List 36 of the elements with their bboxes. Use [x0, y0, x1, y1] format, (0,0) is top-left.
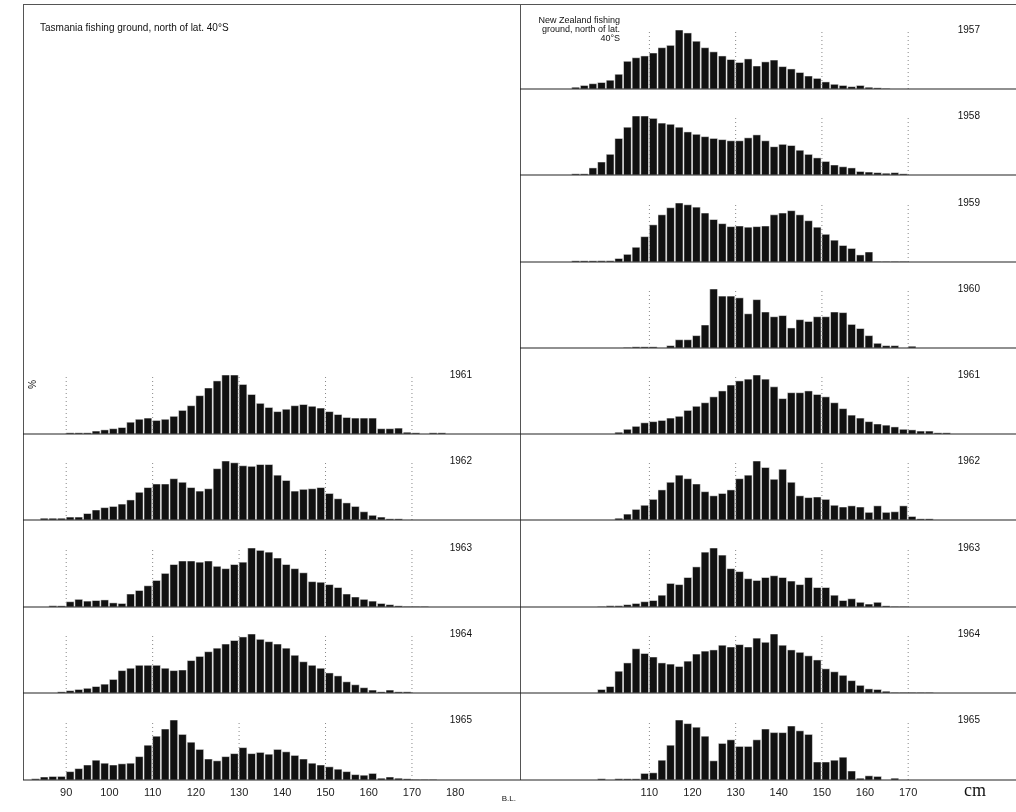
x-tick-label: 170 — [402, 785, 422, 798]
x-tick-label: 100 — [100, 785, 119, 798]
x-tick-label: 90 — [60, 785, 73, 798]
chart-title: 1963 — [957, 541, 980, 553]
chart-title: 1961 — [957, 369, 980, 380]
chart-title: 1957 — [957, 24, 980, 35]
x-tick-label: 160 — [359, 785, 378, 798]
chart-title: 1962 — [449, 455, 472, 467]
x-tick-label: 120 — [683, 785, 702, 798]
annotation: New Zealand fishing ground, north of lat. 40°S — [537, 15, 620, 43]
chart-title: 1961 — [449, 369, 472, 380]
x-tick-label: 180 — [445, 785, 465, 798]
chart-title: 1959 — [957, 196, 980, 208]
x-tick-label: 130 — [726, 785, 745, 798]
chart-title: 1958 — [957, 110, 980, 122]
x-tick-label: 110 — [640, 785, 659, 798]
x-axis-title: B.L. — [501, 794, 516, 803]
chart-title: 1962 — [957, 455, 980, 467]
x-tick-label: 110 — [143, 785, 162, 798]
x-tick-label: 150 — [812, 785, 832, 798]
x-tick-label: 170 — [898, 785, 918, 798]
x-axis-title: cm — [964, 780, 986, 801]
x-tick-label: 160 — [855, 785, 875, 798]
x-tick-label: 120 — [186, 785, 206, 798]
chart-title: 1965 — [957, 714, 980, 725]
x-tick-label: 140 — [273, 785, 292, 798]
chart-title: 1964 — [957, 627, 980, 639]
y-axis-title: % — [25, 380, 37, 389]
chart-title: 1965 — [449, 714, 472, 725]
chart-title: 1960 — [957, 282, 980, 294]
x-tick-label: 150 — [316, 785, 335, 798]
chart-title: 1963 — [449, 541, 472, 553]
chart-title: 1964 — [449, 627, 472, 639]
x-tick-label: 140 — [769, 785, 788, 798]
text: Tasmania fishing ground, north of lat. 40°S — [40, 22, 229, 33]
x-tick-label: 130 — [229, 785, 249, 798]
